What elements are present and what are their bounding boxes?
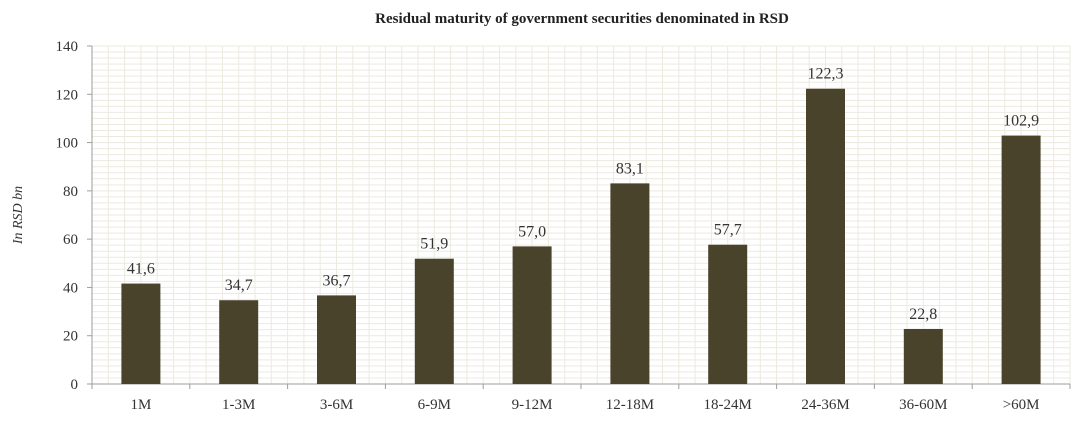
data-label-1M: 41,6 [127, 261, 155, 278]
data-label-6-9M: 51,9 [420, 236, 448, 253]
y-tick-label: 0 [71, 377, 79, 393]
data-label->60M: 102,9 [1003, 113, 1039, 130]
y-tick-label: 40 [63, 280, 78, 296]
data-label-12-18M: 83,1 [616, 160, 644, 177]
data-label-18-24M: 57,7 [714, 222, 742, 239]
bar-36-60M [903, 328, 943, 384]
x-tick-label: 9-12M [512, 397, 553, 413]
data-label-1-3M: 34,7 [225, 277, 253, 294]
y-tick-label: 80 [63, 184, 78, 200]
bar-1M [121, 283, 161, 384]
x-tick-label: 24-36M [801, 397, 849, 413]
x-tick-label: 1-3M [222, 397, 255, 413]
bar-24-36M [806, 88, 845, 385]
x-tick-label: 12-18M [606, 397, 654, 413]
bar-9-12M [512, 246, 552, 384]
bar-18-24M [708, 244, 748, 384]
y-tick-label: 60 [63, 232, 78, 248]
data-label-24-36M: 122,3 [808, 66, 844, 83]
bar-6-9M [414, 258, 454, 384]
x-tick-label: 36-60M [899, 397, 947, 413]
data-label-9-12M: 57,0 [518, 223, 546, 240]
bars [121, 88, 1041, 385]
y-tick-label: 20 [63, 329, 78, 345]
y-axis-label: In RSD bn [11, 186, 26, 245]
y-tick-label: 140 [56, 39, 79, 55]
x-tick-label: 1M [130, 397, 151, 413]
x-tick-label: >60M [1003, 397, 1040, 413]
x-tick-label: 18-24M [704, 397, 752, 413]
bar-12-18M [610, 183, 650, 384]
y-tick-label: 120 [56, 87, 79, 103]
y-tick-label: 100 [56, 136, 79, 152]
labels: 41,6 1M 34,7 1-3M 36,7 3-6M 51,9 6-9M 57,0 9-12M 8… [127, 66, 1040, 413]
x-tick-label: 6-9M [418, 397, 451, 413]
grid [91, 45, 1071, 385]
bar-1-3M [219, 300, 259, 384]
x-tick-label: 3-6M [320, 397, 353, 413]
chart-title: Residual maturity of government securiti… [375, 11, 789, 27]
bar-3-6M [317, 295, 356, 384]
bar->60M [1001, 135, 1041, 384]
data-label-36-60M: 22,8 [909, 306, 937, 323]
data-label-3-6M: 36,7 [323, 272, 351, 289]
